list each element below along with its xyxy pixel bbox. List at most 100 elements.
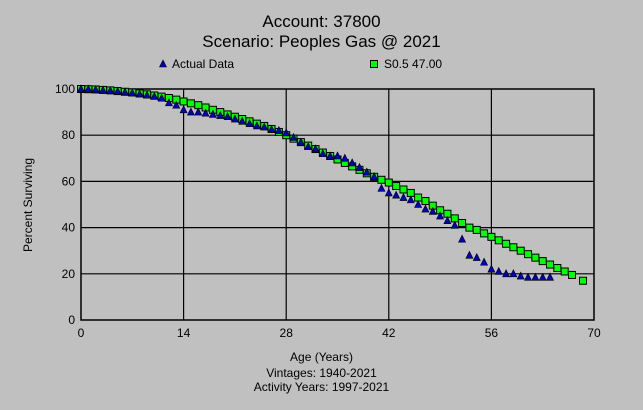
fit-point (494, 236, 503, 245)
fit-point (384, 178, 393, 187)
actual-point (436, 211, 445, 220)
actual-point (414, 199, 423, 208)
actual-point (318, 149, 327, 157)
actual-point (260, 122, 269, 131)
fit-point (465, 223, 474, 232)
fit-point (538, 257, 547, 266)
actual-point (230, 114, 239, 123)
actual-point (370, 172, 379, 181)
x-axis-label: Age (Years) (290, 350, 353, 364)
fit-point (524, 250, 533, 259)
fit-point (377, 175, 386, 184)
x-tick-label: 56 (485, 326, 499, 340)
actual-point (472, 252, 481, 261)
actual-point (399, 192, 408, 201)
actual-point (311, 144, 320, 153)
actual-point (362, 167, 371, 176)
fit-point (421, 197, 430, 206)
x-tick-label: 0 (78, 326, 85, 340)
x-tick-label: 70 (587, 326, 601, 340)
actual-point (487, 264, 496, 273)
actual-point (245, 118, 254, 127)
actual-point (546, 272, 555, 281)
actual-point (428, 206, 437, 215)
actual-point (458, 234, 467, 243)
actual-point (384, 188, 393, 197)
actual-point (480, 257, 489, 266)
fit-point (472, 225, 481, 234)
actual-point (238, 116, 247, 125)
actual-point (465, 250, 474, 259)
actual-point (157, 93, 166, 102)
actual-point (494, 266, 503, 275)
actual-point (450, 220, 459, 229)
actual-point (377, 183, 386, 192)
actual-point (282, 128, 291, 137)
actual-point (223, 112, 232, 121)
actual-point (516, 271, 525, 280)
fit-point (546, 260, 555, 269)
fit-point (458, 218, 467, 227)
actual-point (296, 137, 305, 146)
actual-point (179, 105, 188, 114)
x-tick-label: 42 (382, 326, 396, 340)
actual-point (150, 91, 159, 100)
actual-point (120, 87, 129, 96)
y-tick-label: 0 (68, 313, 75, 327)
fit-point (399, 185, 408, 194)
fit-point (502, 239, 511, 248)
actual-point (531, 272, 540, 281)
x-tick-label: 14 (177, 326, 191, 340)
fit-point (392, 182, 401, 191)
actual-point (113, 86, 122, 95)
fit-point (568, 270, 577, 279)
actual-point (194, 107, 203, 116)
actual-point (186, 107, 195, 116)
activity-note: Activity Years: 1997-2021 (253, 380, 390, 394)
actual-point (142, 90, 151, 99)
actual-point (340, 153, 349, 162)
actual-point (99, 85, 107, 94)
y-tick-label: 80 (62, 128, 76, 142)
fit-point (487, 232, 496, 241)
legend-actual-label: Actual Data (172, 57, 235, 71)
y-tick-label: 20 (62, 267, 76, 281)
chart-subtitle: Scenario: Peoples Gas @ 2021 (202, 32, 441, 51)
actual-point (348, 158, 357, 167)
chart-title: Account: 37800 (262, 12, 381, 31)
x-tick-label: 28 (280, 326, 294, 340)
actual-point (355, 162, 364, 171)
vintages-note: Vintages: 1940-2021 (266, 366, 377, 380)
actual-point (164, 98, 173, 107)
fit-point (516, 246, 525, 255)
actual-point (128, 88, 137, 97)
actual-point (106, 85, 115, 94)
actual-point (77, 84, 85, 93)
actual-point (274, 125, 283, 134)
actual-point (326, 151, 335, 160)
actual-point (406, 195, 415, 204)
legend-fit-marker (370, 60, 378, 68)
actual-point (443, 215, 452, 224)
actual-point (392, 190, 401, 199)
plot-frame (80, 88, 595, 321)
y-tick-label: 40 (62, 221, 76, 235)
fit-point (553, 264, 562, 273)
fit-point (480, 229, 489, 238)
actual-point (252, 121, 261, 130)
actual-point (135, 89, 144, 98)
actual-point (304, 142, 313, 151)
fit-point (560, 267, 569, 276)
fit-point (186, 99, 195, 108)
actual-point (538, 272, 547, 281)
legend-fit-label: S0.5 47.00 (384, 57, 443, 71)
actual-point (524, 272, 533, 281)
fit-point (179, 97, 188, 106)
actual-point (172, 100, 181, 109)
fit-point (509, 243, 518, 252)
actual-point (201, 108, 210, 117)
actual-point (216, 110, 225, 119)
legend-actual-marker (159, 59, 167, 68)
